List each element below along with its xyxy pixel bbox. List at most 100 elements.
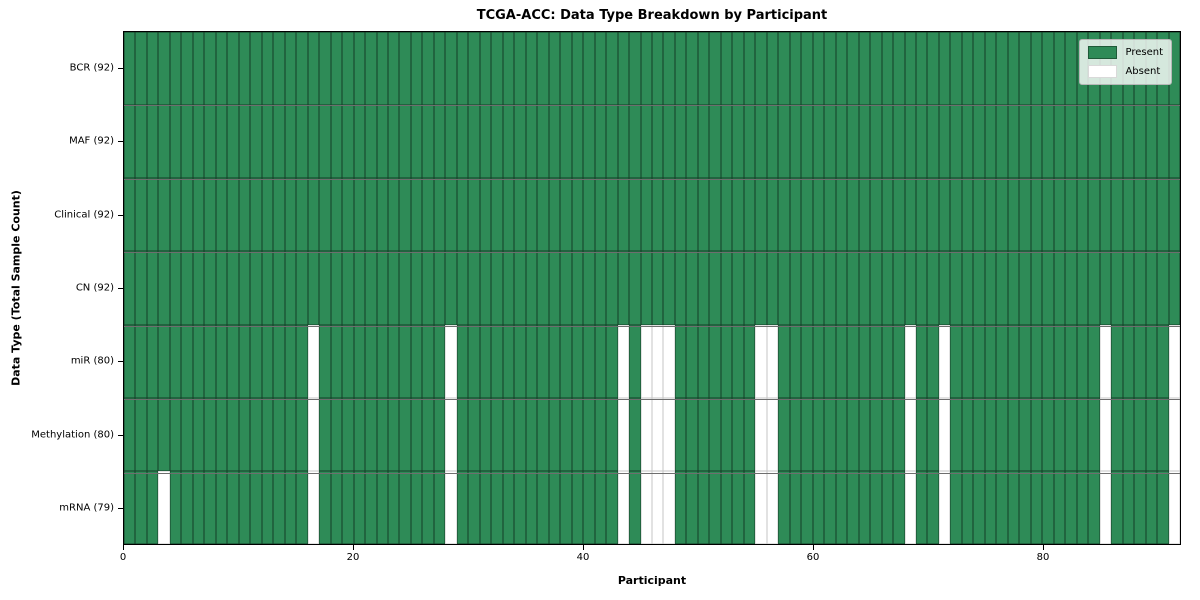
heatmap-cell [1030,397,1043,471]
heatmap-cell [479,178,492,252]
heatmap-cell [904,32,916,106]
heatmap-cell [491,470,503,544]
heatmap-cell [342,105,354,179]
heatmap-cell [984,32,997,106]
heatmap-cell [502,178,515,252]
y-tick-mark [118,141,123,143]
heatmap-cell [537,178,549,252]
heatmap-cell [847,324,859,398]
heatmap-cell [192,470,205,544]
heatmap-cell [1053,251,1066,325]
legend-label-absent: Absent [1125,65,1161,77]
heatmap-cell [204,105,216,179]
heatmap-cell [606,324,618,398]
x-tick-label: 60 [806,552,820,563]
heatmap-cell [273,397,285,471]
heatmap-cell [1134,397,1146,471]
legend-item-absent: Absent [1088,65,1163,78]
heatmap-cell [135,178,147,252]
heatmap-cell [284,397,297,471]
heatmap-cell [296,251,308,325]
heatmap-cell [548,105,561,179]
heatmap-cell [135,470,147,544]
x-tick-mark [813,545,814,550]
heatmap-cell [996,105,1008,179]
heatmap-cell [824,470,836,544]
heatmap-cell [388,397,400,471]
heatmap-cell [192,178,205,252]
heatmap-cell [1053,470,1066,544]
heatmap-cell [1007,324,1020,398]
heatmap-cell [996,251,1008,325]
heatmap-cell [617,178,630,252]
heatmap-cell [1134,324,1146,398]
heatmap-cell [250,397,262,471]
heatmap-cell [1053,32,1066,106]
heatmap-cell [1122,324,1135,398]
heatmap-cell [1157,105,1169,179]
heatmap-cell [938,470,951,544]
heatmap-cell [1111,251,1123,325]
heatmap-cell [146,324,159,398]
heatmap-cell [388,32,400,106]
heatmap-cell [847,32,859,106]
heatmap-cell [158,324,170,398]
heatmap-cell [583,32,595,106]
heatmap-cell [640,105,652,179]
heatmap-cell [1145,251,1158,325]
heatmap-cell [135,251,147,325]
heatmap-cell [215,251,228,325]
heatmap-cell [1157,397,1169,471]
heatmap-cell [181,470,193,544]
heatmap-cell [365,324,377,398]
heatmap-cell [766,470,779,544]
heatmap-cell [789,105,802,179]
heatmap-cell [181,105,193,179]
heatmap-cell [984,470,997,544]
heatmap-cell [870,324,882,398]
heatmap-cell [250,324,262,398]
heatmap-cell [261,32,274,106]
heatmap-cell [330,105,343,179]
heatmap-cell [916,397,928,471]
heatmap-cell [870,178,882,252]
heatmap-cell [1145,105,1158,179]
heatmap-cell [973,397,985,471]
heatmap-cell [456,470,469,544]
heatmap-cell [652,105,664,179]
heatmap-cell [743,470,756,544]
heatmap-cell [1076,470,1089,544]
heatmap-cell [227,178,239,252]
heatmap-cell [124,324,136,398]
heatmap-cell [169,324,182,398]
heatmap-cell [766,324,779,398]
heatmap-cell [1088,178,1100,252]
heatmap-cell [491,178,503,252]
heatmap-cell [227,105,239,179]
heatmap-cell [330,251,343,325]
heatmap-cell [858,397,871,471]
heatmap-cell [950,397,962,471]
heatmap-cell [629,397,641,471]
heatmap-cell [284,105,297,179]
heatmap-cell [124,105,136,179]
heatmap-cell [445,251,457,325]
heatmap-cell [686,251,698,325]
heatmap-cell [273,32,285,106]
heatmap-cell [663,105,675,179]
heatmap-cell [181,251,193,325]
heatmap-cell [365,178,377,252]
heatmap-cell [525,324,538,398]
heatmap-cell [938,251,951,325]
heatmap-cell [916,32,928,106]
heatmap-cell [1019,105,1031,179]
heatmap-cell [904,251,916,325]
heatmap-cell [652,178,664,252]
heatmap-cell [445,178,457,252]
heatmap-cell [192,324,205,398]
heatmap-cell [629,178,641,252]
heatmap-cell [307,470,320,544]
heatmap-cell [594,470,607,544]
heatmap-cell [491,32,503,106]
heatmap-cell [1076,105,1089,179]
